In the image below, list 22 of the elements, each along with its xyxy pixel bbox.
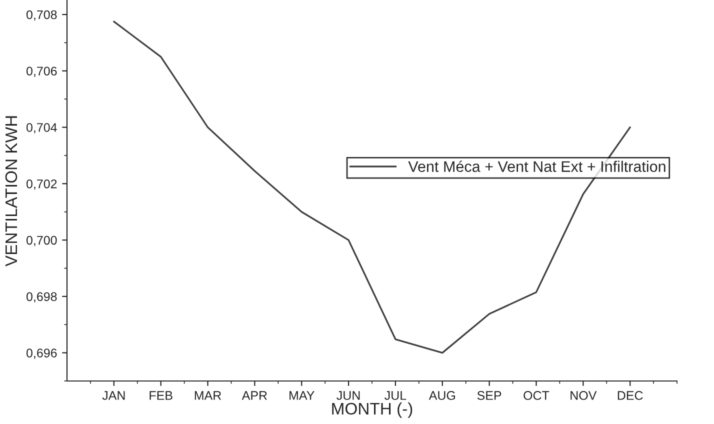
x-tick-label: OCT [524,391,550,400]
x-tick-label: NOV [570,391,597,400]
x-tick-label: MAY [290,391,314,400]
x-tick-label: APR [242,391,267,400]
y-tick-label: 0,700 [26,236,57,246]
x-tick-label: JUN [336,391,360,400]
y-tick-label: 0,696 [26,348,57,359]
x-tick-label: SEP [477,391,502,400]
x-tick-label: FEB [150,391,172,400]
x-tick-label: JAN [102,391,125,400]
x-tick-label: DEC [618,391,643,400]
y-axis-title: VENTILATION KWH [5,116,18,266]
y-tick-label: 0,702 [26,179,57,190]
x-tick-label: MAR [194,391,222,400]
x-tick-label: AUG [428,391,455,400]
y-tick-label: 0,706 [26,66,57,78]
y-tick-label: 0,698 [26,292,57,303]
legend-label: Vent Méca + Vent Nat Ext + Infiltration [408,160,666,172]
x-tick-label: JUL [384,391,406,400]
y-tick-label: 0,704 [26,123,57,134]
x-axis-title: MONTH (-) [332,402,412,418]
y-tick-label: 0,708 [26,10,57,21]
